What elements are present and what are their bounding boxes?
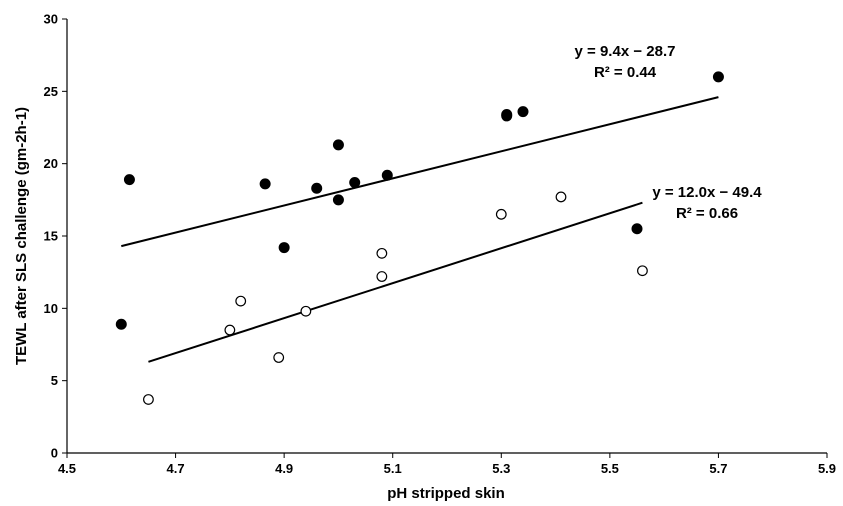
filled-point xyxy=(278,242,290,254)
y-axis-title: TEWL after SLS challenge (gm-2h-1) xyxy=(13,107,30,365)
x-axis-title: pH stripped skin xyxy=(387,485,505,502)
filled-point xyxy=(115,318,127,330)
y-tick-label: 5 xyxy=(51,373,58,388)
filled-point xyxy=(259,178,271,190)
x-tick-label: 5.7 xyxy=(709,461,727,476)
y-tick-label: 25 xyxy=(44,84,58,99)
r-squared-label-2: R² = 0.66 xyxy=(676,205,738,222)
open-point xyxy=(235,295,247,307)
filled-point xyxy=(631,223,643,235)
y-tick-label: 0 xyxy=(51,446,58,461)
open-point xyxy=(376,271,388,282)
open-point xyxy=(143,394,154,405)
open-point xyxy=(273,352,285,363)
x-tick-label: 5.9 xyxy=(818,461,836,476)
trendline-equation-2: y = 12.0x − 49.4 xyxy=(652,184,762,201)
filled-point xyxy=(332,194,344,206)
equations: y = 9.4x − 28.7 R² = 0.44 y = 12.0x − 49.4… xyxy=(575,43,763,222)
open-point xyxy=(224,324,236,336)
data-points xyxy=(115,71,724,405)
filled-point xyxy=(332,139,344,151)
filled-point xyxy=(311,182,323,194)
open-point xyxy=(495,208,507,220)
trendline-1 xyxy=(121,96,719,248)
filled-point xyxy=(517,106,529,118)
filled-point xyxy=(123,174,135,186)
y-tick-label: 20 xyxy=(44,156,58,171)
y-tick-label: 30 xyxy=(44,12,58,27)
open-point xyxy=(376,247,388,259)
x-tick-label: 4.5 xyxy=(58,461,76,476)
trendlines xyxy=(121,96,719,363)
open-point xyxy=(555,191,567,203)
filled-point xyxy=(501,108,513,120)
filled-point xyxy=(381,169,393,181)
trendline-2 xyxy=(148,201,643,363)
x-tick-label: 5.5 xyxy=(601,461,619,476)
open-point xyxy=(637,265,648,277)
r-squared-label-1: R² = 0.44 xyxy=(594,64,657,81)
trendline-equation-1: y = 9.4x − 28.7 xyxy=(575,43,676,60)
y-tick-label: 15 xyxy=(44,229,58,244)
filled-point xyxy=(712,71,724,83)
y-ticks: 0 5 10 15 20 25 30 xyxy=(44,12,67,461)
x-ticks: 4.5 4.7 4.9 5.1 5.3 5.5 5.7 5.9 xyxy=(58,453,836,476)
y-tick-label: 10 xyxy=(44,301,58,316)
open-point xyxy=(300,305,312,317)
x-tick-label: 4.9 xyxy=(275,461,293,476)
x-tick-label: 4.7 xyxy=(167,461,185,476)
x-tick-label: 5.3 xyxy=(492,461,510,476)
axes xyxy=(66,19,827,454)
filled-point xyxy=(349,176,361,188)
x-tick-label: 5.1 xyxy=(384,461,402,476)
